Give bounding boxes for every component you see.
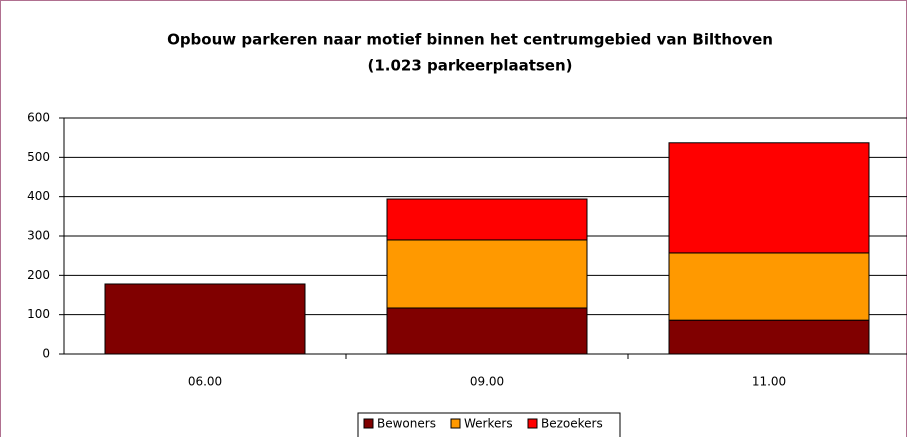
bar-segment (104, 283, 306, 355)
bar-segment (668, 142, 870, 254)
y-tick-label: 300 (27, 229, 50, 243)
y-tick-label: 100 (27, 307, 50, 321)
legend-swatch (527, 418, 538, 429)
legend-swatch (450, 418, 461, 429)
x-tick-label: 11.00 (752, 375, 786, 389)
y-tick-label: 400 (27, 189, 50, 203)
bar-segment (386, 198, 588, 241)
bar-segment (668, 252, 870, 321)
x-tick-label: 09.00 (470, 375, 504, 389)
x-tick-label: 06.00 (188, 375, 222, 389)
bar-segment (668, 319, 870, 355)
legend-box (357, 412, 621, 437)
y-tick-label: 600 (27, 111, 50, 125)
legend-label: Bezoekers (541, 417, 603, 431)
legend-label: Bewoners (377, 417, 436, 431)
chart-subtitle: (1.023 parkeerplaatsen) (367, 57, 572, 75)
bar-segment (386, 239, 588, 309)
bar-segment (386, 307, 588, 355)
legend-label: Werkers (464, 417, 513, 431)
y-tick-label: 0 (42, 347, 50, 361)
y-tick-label: 200 (27, 268, 50, 282)
legend-swatch (363, 418, 374, 429)
y-tick-label: 500 (27, 150, 50, 164)
chart-title: Opbouw parkeren naar motief binnen het c… (167, 31, 773, 49)
